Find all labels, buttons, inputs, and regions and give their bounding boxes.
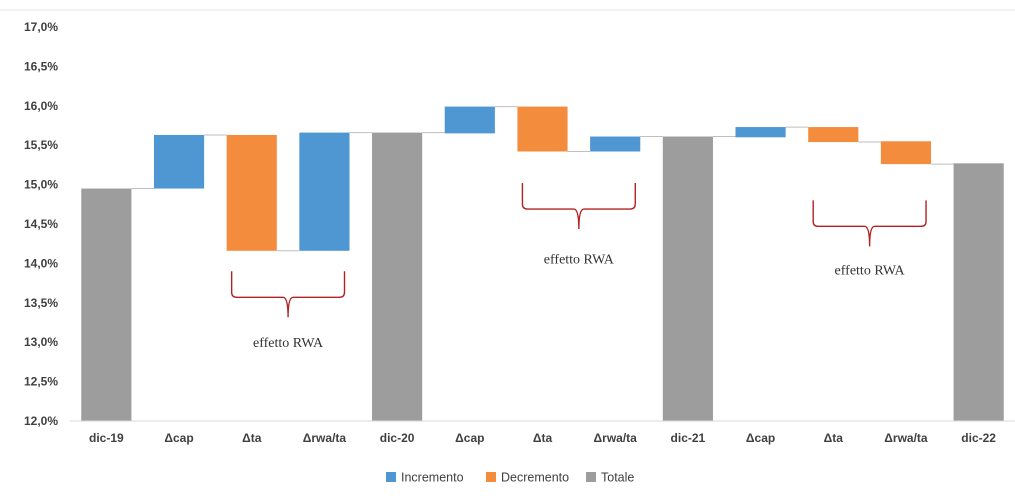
bars — [81, 106, 1004, 422]
legend-swatch — [586, 472, 596, 482]
bar-total — [372, 132, 423, 422]
bar-increase — [735, 127, 786, 138]
brace-marker — [812, 200, 927, 247]
x-tick-label: Δrwa/ta — [303, 431, 347, 445]
annotations: effetto RWA effetto RWA effetto RWA — [230, 183, 927, 351]
bar-decrease — [880, 141, 932, 165]
bar-increase — [590, 136, 641, 152]
x-tick-label: Δrwa/ta — [884, 431, 928, 445]
x-tick-label: Δta — [533, 431, 553, 445]
y-tick-label: 17,0% — [24, 20, 58, 34]
x-tick-label: dic-21 — [671, 431, 706, 445]
x-tick-label: Δrwa/ta — [594, 431, 638, 445]
y-tick-label: 13,5% — [24, 296, 58, 310]
y-axis: 12,0% 12,5% 13,0% 13,5% 14,0% 14,5% 15,0% 15,5%… — [24, 20, 58, 428]
legend: Incremento Decremento Totale — [386, 471, 634, 485]
y-tick-label: 12,0% — [24, 414, 58, 428]
bar-decrease — [517, 106, 568, 152]
brace-marker — [521, 183, 636, 230]
bar-increase — [153, 134, 205, 189]
y-tick-label: 13,0% — [24, 335, 58, 349]
legend-label: Decremento — [501, 471, 569, 485]
y-tick-label: 16,5% — [24, 59, 58, 73]
connector-lines — [131, 106, 954, 252]
y-tick-label: 16,0% — [24, 99, 58, 113]
x-tick-label: Δcap — [455, 431, 484, 445]
bar-decrease — [808, 127, 859, 143]
bar-increase — [299, 132, 350, 251]
x-tick-label: Δcap — [164, 431, 193, 445]
legend-swatch — [386, 472, 396, 482]
bar-decrease — [226, 134, 277, 251]
legend-label: Incremento — [401, 471, 464, 485]
x-tick-label: dic-20 — [380, 431, 415, 445]
legend-swatch — [486, 472, 496, 482]
bar-increase — [444, 106, 495, 134]
y-tick-label: 14,0% — [24, 256, 58, 270]
x-tick-label: Δta — [824, 431, 844, 445]
annotation-label: effetto RWA — [835, 264, 906, 279]
legend-label: Totale — [601, 471, 634, 485]
bar-total — [81, 188, 132, 421]
bar-total — [662, 136, 713, 422]
bar-total — [953, 163, 1004, 421]
x-tick-label: Δta — [242, 431, 262, 445]
y-tick-label: 12,5% — [24, 375, 58, 389]
x-axis: dic-19 Δcap Δta Δrwa/ta dic-20 Δcap Δta Δrwa/ta… — [70, 420, 1015, 445]
x-tick-label: dic-22 — [961, 431, 996, 445]
y-tick-label: 14,5% — [24, 217, 58, 231]
x-tick-label: Δcap — [746, 431, 775, 445]
y-tick-label: 15,5% — [24, 138, 58, 152]
x-tick-label: dic-19 — [89, 431, 124, 445]
annotation-label: effetto RWA — [253, 336, 324, 351]
brace-marker — [230, 271, 346, 318]
annotation-label: effetto RWA — [544, 253, 615, 268]
y-tick-label: 15,0% — [24, 178, 58, 192]
